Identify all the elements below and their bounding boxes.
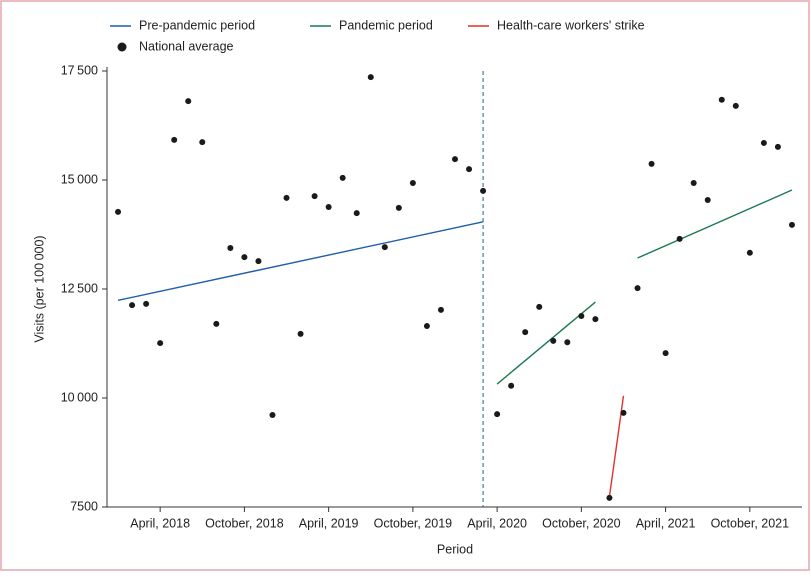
x-tick-label: October, 2019 (374, 516, 453, 530)
y-tick-label: 15 000 (61, 172, 98, 186)
data-point (185, 98, 192, 105)
data-point (311, 193, 318, 200)
data-point (536, 303, 543, 310)
legend-marker (117, 42, 127, 52)
data-point (480, 187, 487, 194)
data-point (395, 204, 402, 211)
data-point (676, 235, 683, 242)
x-tick-label: April, 2021 (636, 516, 696, 530)
trend-line (496, 189, 793, 385)
y-tick-label: 7500 (70, 499, 98, 513)
legend-label: Pandemic period (339, 18, 433, 32)
data-point (788, 221, 795, 228)
data-point (213, 320, 220, 327)
data-point (564, 339, 571, 346)
trend-line (117, 221, 484, 302)
data-point (297, 330, 304, 337)
data-point (466, 166, 473, 173)
data-point (283, 194, 290, 201)
data-point (760, 139, 767, 146)
data-point (578, 313, 585, 320)
data-point (199, 139, 206, 146)
legend-label: Pre-pandemic period (139, 18, 255, 32)
data-point (494, 411, 501, 418)
data-point (550, 337, 557, 344)
x-tick-label: October, 2020 (542, 516, 621, 530)
data-point (255, 258, 262, 265)
y-tick-label: 10 000 (61, 390, 98, 404)
data-point (339, 174, 346, 181)
data-point (522, 329, 529, 336)
data-point (171, 136, 178, 143)
legend-label: Health-care workers' strike (497, 18, 645, 32)
data-point (367, 74, 374, 81)
data-point (508, 382, 515, 389)
x-axis-label: Period (437, 542, 473, 556)
data-point (437, 306, 444, 313)
x-tick-label: April, 2020 (467, 516, 527, 530)
data-point (325, 204, 332, 211)
data-point (241, 254, 248, 261)
data-point (452, 156, 458, 163)
data-point (115, 208, 122, 215)
data-point (157, 340, 164, 347)
legend-label: National average (139, 39, 234, 53)
x-tick-label: October, 2018 (205, 516, 284, 530)
y-axis-label: Visits (per 100 000) (32, 235, 46, 342)
data-point (704, 197, 711, 204)
data-point (592, 316, 599, 323)
x-tick-label: April, 2019 (299, 516, 359, 530)
data-point (269, 412, 276, 419)
data-point (606, 494, 613, 501)
y-tick-label: 12 500 (61, 281, 98, 295)
data-point (409, 180, 416, 187)
data-point (381, 244, 388, 251)
data-point (129, 302, 136, 309)
data-point (774, 143, 781, 150)
data-point (662, 350, 669, 357)
x-tick-label: April, 2018 (130, 516, 190, 530)
data-point (718, 96, 725, 103)
data-point (423, 323, 430, 330)
data-point (648, 160, 655, 167)
data-point (732, 102, 739, 109)
data-point (634, 285, 641, 292)
data-point (227, 245, 234, 252)
y-tick-label: 17 500 (61, 63, 98, 77)
data-point (690, 180, 697, 187)
data-point (143, 300, 150, 307)
x-tick-label: October, 2021 (711, 516, 790, 530)
data-point (353, 210, 360, 217)
data-point (620, 409, 627, 416)
data-point (746, 249, 753, 256)
